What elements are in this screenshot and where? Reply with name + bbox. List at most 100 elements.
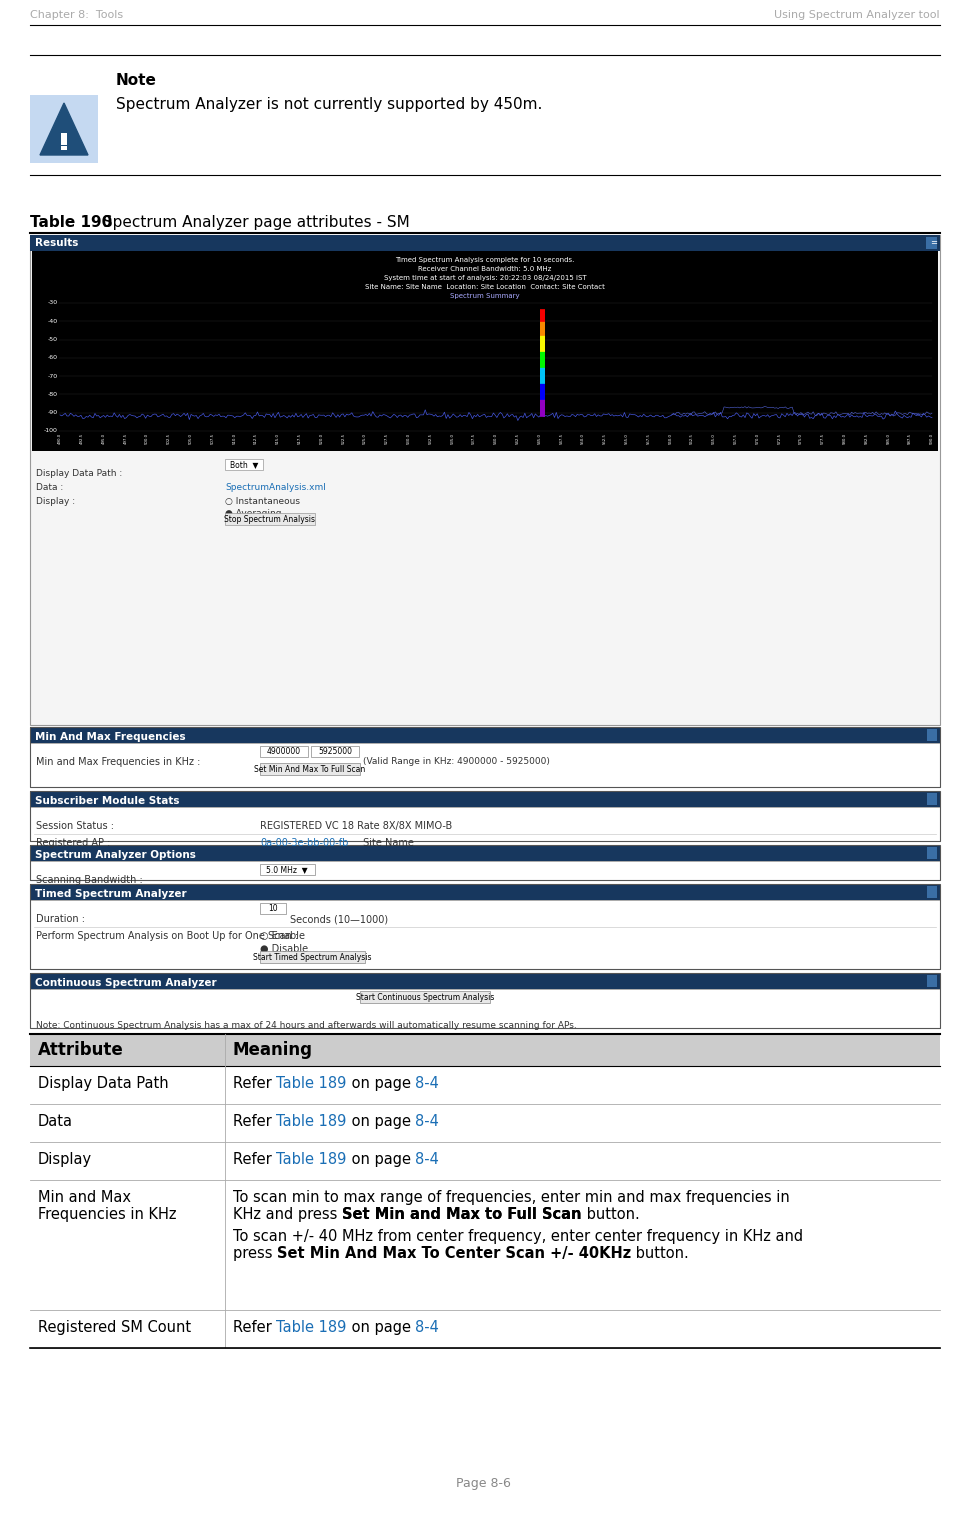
FancyBboxPatch shape xyxy=(30,899,940,969)
Text: KHz and press: KHz and press xyxy=(233,1207,342,1222)
Text: REGISTERED VC 18 Rate 8X/8X MIMO-B: REGISTERED VC 18 Rate 8X/8X MIMO-B xyxy=(260,821,453,831)
Text: 590.0: 590.0 xyxy=(930,433,934,444)
Text: Perform Spectrum Analysis on Boot Up for One Scan :: Perform Spectrum Analysis on Boot Up for… xyxy=(36,931,298,942)
Text: press: press xyxy=(233,1246,278,1261)
Text: Continuous Spectrum Analyzer: Continuous Spectrum Analyzer xyxy=(35,978,217,989)
Text: Session Status :: Session Status : xyxy=(36,821,114,831)
Polygon shape xyxy=(40,103,88,154)
FancyBboxPatch shape xyxy=(260,763,360,775)
FancyBboxPatch shape xyxy=(30,974,940,989)
Text: 577.5: 577.5 xyxy=(821,433,825,444)
Text: Start Timed Spectrum Analysis: Start Timed Spectrum Analysis xyxy=(252,952,371,961)
Text: Note: Note xyxy=(116,73,157,88)
Text: Page 8-6: Page 8-6 xyxy=(456,1478,511,1490)
Text: 525.0: 525.0 xyxy=(364,433,367,444)
Text: 517.5: 517.5 xyxy=(298,433,302,444)
Text: 530.0: 530.0 xyxy=(407,433,411,444)
Text: Set Min And Max To Full Scan: Set Min And Max To Full Scan xyxy=(254,765,366,774)
Text: 572.5: 572.5 xyxy=(777,433,781,444)
Text: 5925000: 5925000 xyxy=(318,746,352,755)
Text: 540.0: 540.0 xyxy=(494,433,498,444)
Text: 4900000: 4900000 xyxy=(267,746,301,755)
FancyBboxPatch shape xyxy=(30,727,940,743)
Text: Refer: Refer xyxy=(233,1114,277,1129)
Text: Site Name: Site Name  Location: Site Location  Contact: Site Contact: Site Name: Site Name Location: Site Loca… xyxy=(366,285,605,291)
Text: Min and Max
Frequencies in KHz: Min and Max Frequencies in KHz xyxy=(38,1190,177,1222)
Text: Min and Max Frequencies in KHz :: Min and Max Frequencies in KHz : xyxy=(36,757,200,768)
Text: 562.5: 562.5 xyxy=(690,433,694,444)
Text: 547.5: 547.5 xyxy=(559,433,564,444)
Text: 567.5: 567.5 xyxy=(734,433,738,444)
Text: Both  ▼: Both ▼ xyxy=(230,460,258,469)
Text: Registered SM Count: Registered SM Count xyxy=(38,1320,191,1335)
Text: Spectrum Analyzer is not currently supported by 450m.: Spectrum Analyzer is not currently suppo… xyxy=(116,97,542,112)
Text: Set Min and Max to Full Scan: Set Min and Max to Full Scan xyxy=(342,1207,581,1222)
FancyBboxPatch shape xyxy=(61,133,67,145)
Text: To scan min to max range of frequencies, enter min and max frequencies in: To scan min to max range of frequencies,… xyxy=(233,1190,790,1205)
FancyBboxPatch shape xyxy=(927,846,937,858)
Text: Seconds (10—1000): Seconds (10—1000) xyxy=(290,914,388,924)
Text: 8-4: 8-4 xyxy=(416,1076,439,1092)
Text: 580.0: 580.0 xyxy=(843,433,847,444)
Text: 492.5: 492.5 xyxy=(80,433,84,444)
Text: 10: 10 xyxy=(268,904,278,913)
Text: 560.0: 560.0 xyxy=(668,433,672,444)
FancyBboxPatch shape xyxy=(30,807,940,840)
Text: 565.0: 565.0 xyxy=(712,433,716,444)
Text: Chapter 8:  Tools: Chapter 8: Tools xyxy=(30,11,123,20)
Text: Display Data Path: Display Data Path xyxy=(38,1076,168,1092)
Text: Receiver Channel Bandwidth: 5.0 MHz: Receiver Channel Bandwidth: 5.0 MHz xyxy=(419,266,552,273)
Text: Meaning: Meaning xyxy=(233,1042,313,1058)
Text: Table 189: Table 189 xyxy=(277,1076,347,1092)
Text: Table 190: Table 190 xyxy=(30,215,112,230)
Text: Spectrum Analyzer Options: Spectrum Analyzer Options xyxy=(35,849,196,860)
Text: on page: on page xyxy=(347,1076,416,1092)
Text: button.: button. xyxy=(631,1246,689,1261)
Text: -30: -30 xyxy=(48,300,58,306)
FancyBboxPatch shape xyxy=(30,884,940,899)
Text: Attribute: Attribute xyxy=(38,1042,124,1058)
FancyBboxPatch shape xyxy=(30,861,940,880)
Text: Refer: Refer xyxy=(233,1320,277,1335)
Text: 500.0: 500.0 xyxy=(145,433,149,444)
Text: button.: button. xyxy=(581,1207,639,1222)
Text: 0a-00-3e-bb-00-fb: 0a-00-3e-bb-00-fb xyxy=(260,839,348,848)
Text: -90: -90 xyxy=(48,410,58,415)
Text: on page: on page xyxy=(347,1114,416,1129)
Text: 552.5: 552.5 xyxy=(603,433,607,444)
Text: -60: -60 xyxy=(48,356,58,360)
FancyBboxPatch shape xyxy=(260,746,308,757)
Text: Display :: Display : xyxy=(36,497,75,506)
FancyBboxPatch shape xyxy=(30,989,940,1028)
FancyBboxPatch shape xyxy=(927,886,937,898)
Text: 585.0: 585.0 xyxy=(887,433,891,444)
Text: (Valid Range in KHz: 4900000 - 5925000): (Valid Range in KHz: 4900000 - 5925000) xyxy=(363,757,550,766)
FancyBboxPatch shape xyxy=(927,793,937,805)
FancyBboxPatch shape xyxy=(311,746,359,757)
FancyBboxPatch shape xyxy=(260,951,365,963)
Text: 515.0: 515.0 xyxy=(276,433,280,444)
Text: 510.0: 510.0 xyxy=(232,433,236,444)
Text: on page: on page xyxy=(347,1320,416,1335)
Text: 532.5: 532.5 xyxy=(428,433,432,444)
Text: 570.0: 570.0 xyxy=(755,433,760,444)
Text: =: = xyxy=(930,238,937,247)
FancyBboxPatch shape xyxy=(225,513,315,525)
Text: 557.5: 557.5 xyxy=(647,433,651,444)
Text: SpectrumAnalysis.xml: SpectrumAnalysis.xml xyxy=(225,483,326,492)
Text: Scanning Bandwidth :: Scanning Bandwidth : xyxy=(36,875,143,886)
FancyBboxPatch shape xyxy=(30,743,940,787)
Text: Spectrum Analyzer page attributes - SM: Spectrum Analyzer page attributes - SM xyxy=(98,215,410,230)
FancyBboxPatch shape xyxy=(30,95,98,164)
Text: 495.0: 495.0 xyxy=(102,433,105,444)
Text: 497.5: 497.5 xyxy=(124,433,128,444)
Text: 575.0: 575.0 xyxy=(799,433,804,444)
Text: 542.5: 542.5 xyxy=(515,433,520,444)
FancyBboxPatch shape xyxy=(30,845,940,861)
Text: 535.0: 535.0 xyxy=(451,433,454,444)
FancyBboxPatch shape xyxy=(926,238,937,248)
Text: 8-4: 8-4 xyxy=(416,1152,439,1167)
FancyBboxPatch shape xyxy=(260,902,286,914)
Text: Timed Spectrum Analysis complete for 10 seconds.: Timed Spectrum Analysis complete for 10 … xyxy=(396,257,574,263)
FancyBboxPatch shape xyxy=(32,251,938,451)
